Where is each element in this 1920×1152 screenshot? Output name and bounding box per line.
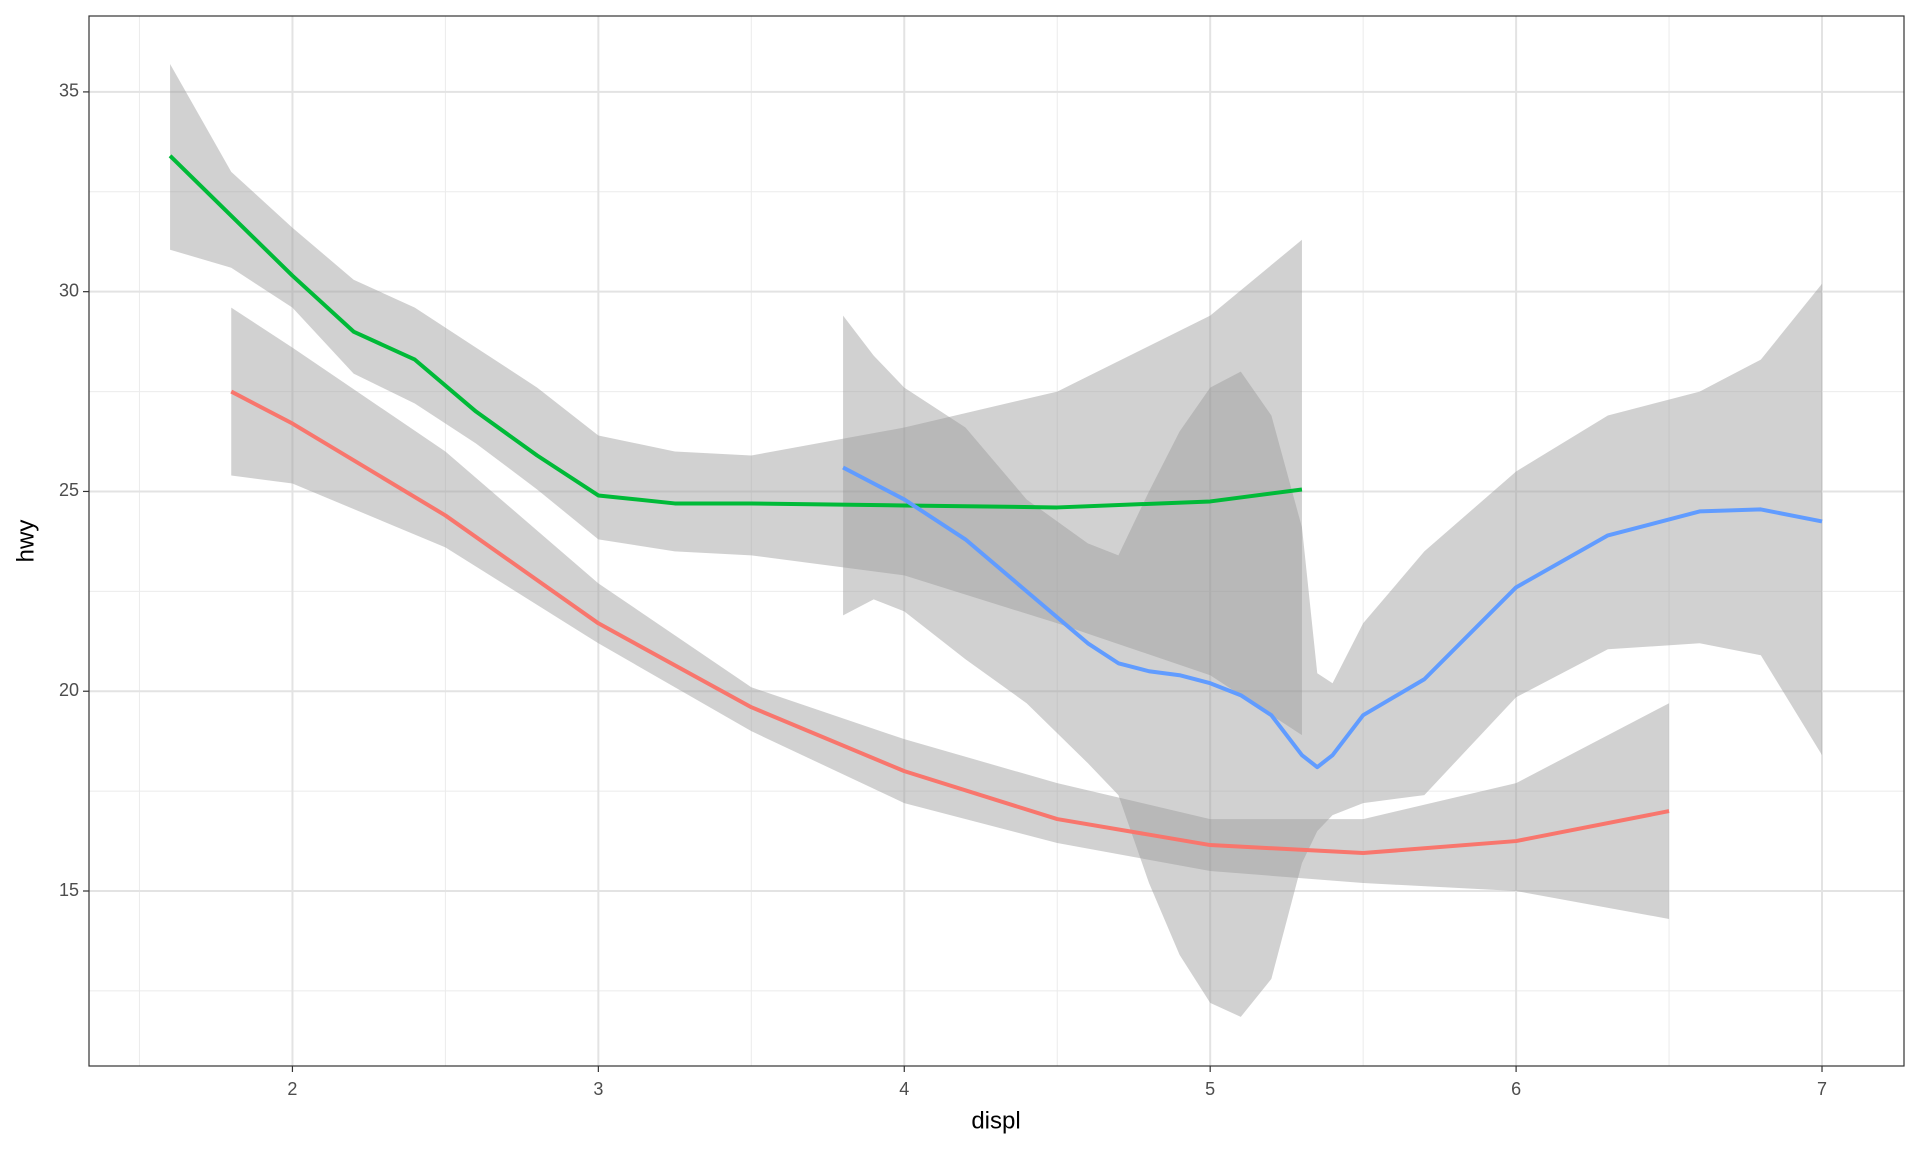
y-tick-label: 35 xyxy=(59,81,79,101)
x-tick-label: 2 xyxy=(287,1079,297,1099)
smooth-line xyxy=(230,389,1670,856)
x-tick-label: 6 xyxy=(1511,1079,1521,1099)
confidence-band xyxy=(170,63,1302,736)
x-tick-label: 3 xyxy=(593,1079,603,1099)
y-tick-label: 20 xyxy=(59,680,79,700)
confidence-band xyxy=(843,283,1823,1017)
x-tick-label: 5 xyxy=(1205,1079,1215,1099)
smooth-line xyxy=(842,465,1823,770)
panel-border xyxy=(88,15,1905,1067)
y-tick-label: 15 xyxy=(59,880,79,900)
y-tick-label: 30 xyxy=(59,280,79,300)
smooth-line xyxy=(168,154,1303,510)
y-tick-label: 25 xyxy=(59,480,79,500)
x-tick-label: 4 xyxy=(899,1079,909,1099)
y-axis-title: hwy xyxy=(12,520,39,563)
x-axis-title: displ xyxy=(971,1107,1020,1134)
confidence-band xyxy=(231,307,1670,919)
x-tick-label: 7 xyxy=(1817,1079,1827,1099)
